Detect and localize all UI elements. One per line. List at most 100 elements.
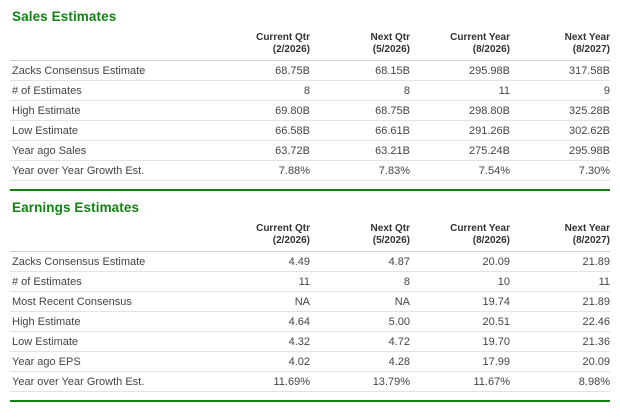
column-header-period: (8/2027) xyxy=(572,235,610,246)
row-label: Year ago Sales xyxy=(12,144,87,157)
cell-value: 19.74 xyxy=(482,295,510,308)
table-row: High Estimate 69.80B 68.75B 298.80B 325.28B xyxy=(10,101,610,121)
table-row: High Estimate 4.64 5.00 20.51 22.46 xyxy=(10,312,610,332)
cell-value: 275.24B xyxy=(469,144,510,157)
column-header-label: Current Qtr xyxy=(256,223,310,234)
cell-value: 68.75B xyxy=(275,64,310,77)
cell-value: 4.49 xyxy=(288,255,310,268)
section-title: Earnings Estimates xyxy=(12,200,140,215)
cell-value: 4.64 xyxy=(288,315,310,328)
table-row: Year ago EPS 4.02 4.28 17.99 20.09 xyxy=(10,352,610,372)
cell-value: 291.26B xyxy=(469,124,510,137)
row-label: Year over Year Growth Est. xyxy=(12,164,145,177)
column-header-period: (8/2026) xyxy=(472,235,510,246)
cell-value: 19.70 xyxy=(482,335,510,348)
column-header: Current Year (8/2026) xyxy=(410,32,510,56)
row-label: # of Estimates xyxy=(12,84,82,97)
cell-value: 66.61B xyxy=(375,124,410,137)
column-header: Current Qtr (2/2026) xyxy=(210,32,310,56)
row-label: Low Estimate xyxy=(12,335,79,348)
table-row: Most Recent Consensus NA NA 19.74 21.89 xyxy=(10,292,610,312)
column-header-period: (8/2027) xyxy=(572,44,610,55)
column-header-label: Next Year xyxy=(564,32,610,43)
row-label: Year over Year Growth Est. xyxy=(12,375,145,388)
column-header-label: Current Year xyxy=(450,32,510,43)
column-header: Next Qtr (5/2026) xyxy=(310,223,410,247)
earnings-estimates-section: Earnings Estimates Current Qtr (2/2026) Nex… xyxy=(0,191,620,392)
cell-value: 11 xyxy=(498,84,510,97)
cell-value: 325.28B xyxy=(569,104,610,117)
cell-value: 295.98B xyxy=(569,144,610,157)
column-header: Next Year (8/2027) xyxy=(510,32,610,56)
sales-estimates-section: Sales Estimates Current Qtr (2/2026) Next Q… xyxy=(0,0,620,181)
cell-value: 69.80B xyxy=(275,104,310,117)
cell-value: 8 xyxy=(403,84,410,97)
cell-value: 17.99 xyxy=(482,355,510,368)
cell-value: 22.46 xyxy=(582,315,610,328)
column-header-label: Current Qtr xyxy=(256,32,310,43)
table-row: Low Estimate 66.58B 66.61B 291.26B 302.62B xyxy=(10,121,610,141)
column-header: Current Year (8/2026) xyxy=(410,223,510,247)
cell-value: 302.62B xyxy=(569,124,610,137)
column-header-period: (5/2026) xyxy=(372,44,410,55)
cell-value: 4.87 xyxy=(388,255,410,268)
cell-value: 8 xyxy=(403,275,410,288)
cell-value: 20.09 xyxy=(582,355,610,368)
row-label: # of Estimates xyxy=(12,275,82,288)
cell-value: 4.72 xyxy=(388,335,410,348)
cell-value: 7.88% xyxy=(278,164,310,177)
column-header: Next Year (8/2027) xyxy=(510,223,610,247)
cell-value: 4.02 xyxy=(288,355,310,368)
table-row: Zacks Consensus Estimate 68.75B 68.15B 295.… xyxy=(10,61,610,81)
table-row: Year ago Sales 63.72B 63.21B 275.24B 295.98B xyxy=(10,141,610,161)
table-header-row: Current Qtr (2/2026) Next Qtr (5/2026) Curre… xyxy=(10,32,610,61)
cell-value: 317.58B xyxy=(569,64,610,77)
cell-value: 13.79% xyxy=(372,375,410,388)
cell-value: 7.83% xyxy=(378,164,410,177)
column-header-period: (8/2026) xyxy=(472,44,510,55)
cell-value: 298.80B xyxy=(469,104,510,117)
cell-value: 21.89 xyxy=(582,295,610,308)
table-row: Low Estimate 4.32 4.72 19.70 21.36 xyxy=(10,332,610,352)
cell-value: 4.28 xyxy=(388,355,410,368)
row-label: High Estimate xyxy=(12,104,81,117)
cell-value: 11 xyxy=(598,275,610,288)
table-header-row: Current Qtr (2/2026) Next Qtr (5/2026) Curre… xyxy=(10,223,610,252)
cell-value: 9 xyxy=(603,84,610,97)
row-label: Zacks Consensus Estimate xyxy=(12,255,146,268)
section-divider xyxy=(10,400,610,402)
column-header-label: Next Qtr xyxy=(370,32,410,43)
column-header-period: (2/2026) xyxy=(272,44,310,55)
row-label: High Estimate xyxy=(12,315,81,328)
cell-value: 11.69% xyxy=(273,375,311,388)
column-header-label: Current Year xyxy=(450,223,510,234)
table-row: # of Estimates 11 8 10 11 xyxy=(10,272,610,292)
column-header-period: (2/2026) xyxy=(272,235,310,246)
cell-value: 7.54% xyxy=(478,164,510,177)
cell-value: 21.36 xyxy=(582,335,610,348)
cell-value: 21.89 xyxy=(582,255,610,268)
section-title: Sales Estimates xyxy=(12,9,117,24)
section-divider xyxy=(10,189,610,191)
cell-value: 11 xyxy=(298,275,310,288)
cell-value: 8.98% xyxy=(578,375,610,388)
cell-value: 4.32 xyxy=(288,335,310,348)
earnings-estimates-table: Current Qtr (2/2026) Next Qtr (5/2026) Curre… xyxy=(10,223,610,392)
column-header-period: (5/2026) xyxy=(372,235,410,246)
table-row: # of Estimates 8 8 11 9 xyxy=(10,81,610,101)
table-row: Year over Year Growth Est. 11.69% 13.79% 11… xyxy=(10,372,610,392)
row-label: Low Estimate xyxy=(12,124,79,137)
column-header-label: Next Year xyxy=(564,223,610,234)
cell-value: 66.58B xyxy=(275,124,310,137)
cell-value: 63.72B xyxy=(275,144,310,157)
cell-value: 7.30% xyxy=(578,164,610,177)
cell-value: 8 xyxy=(303,84,310,97)
cell-value: NA xyxy=(294,295,310,308)
cell-value: 20.51 xyxy=(482,315,510,328)
table-row: Zacks Consensus Estimate 4.49 4.87 20.09 21.… xyxy=(10,252,610,272)
cell-value: NA xyxy=(394,295,410,308)
cell-value: 5.00 xyxy=(388,315,410,328)
cell-value: 20.09 xyxy=(482,255,510,268)
cell-value: 68.75B xyxy=(375,104,410,117)
column-header: Next Qtr (5/2026) xyxy=(310,32,410,56)
